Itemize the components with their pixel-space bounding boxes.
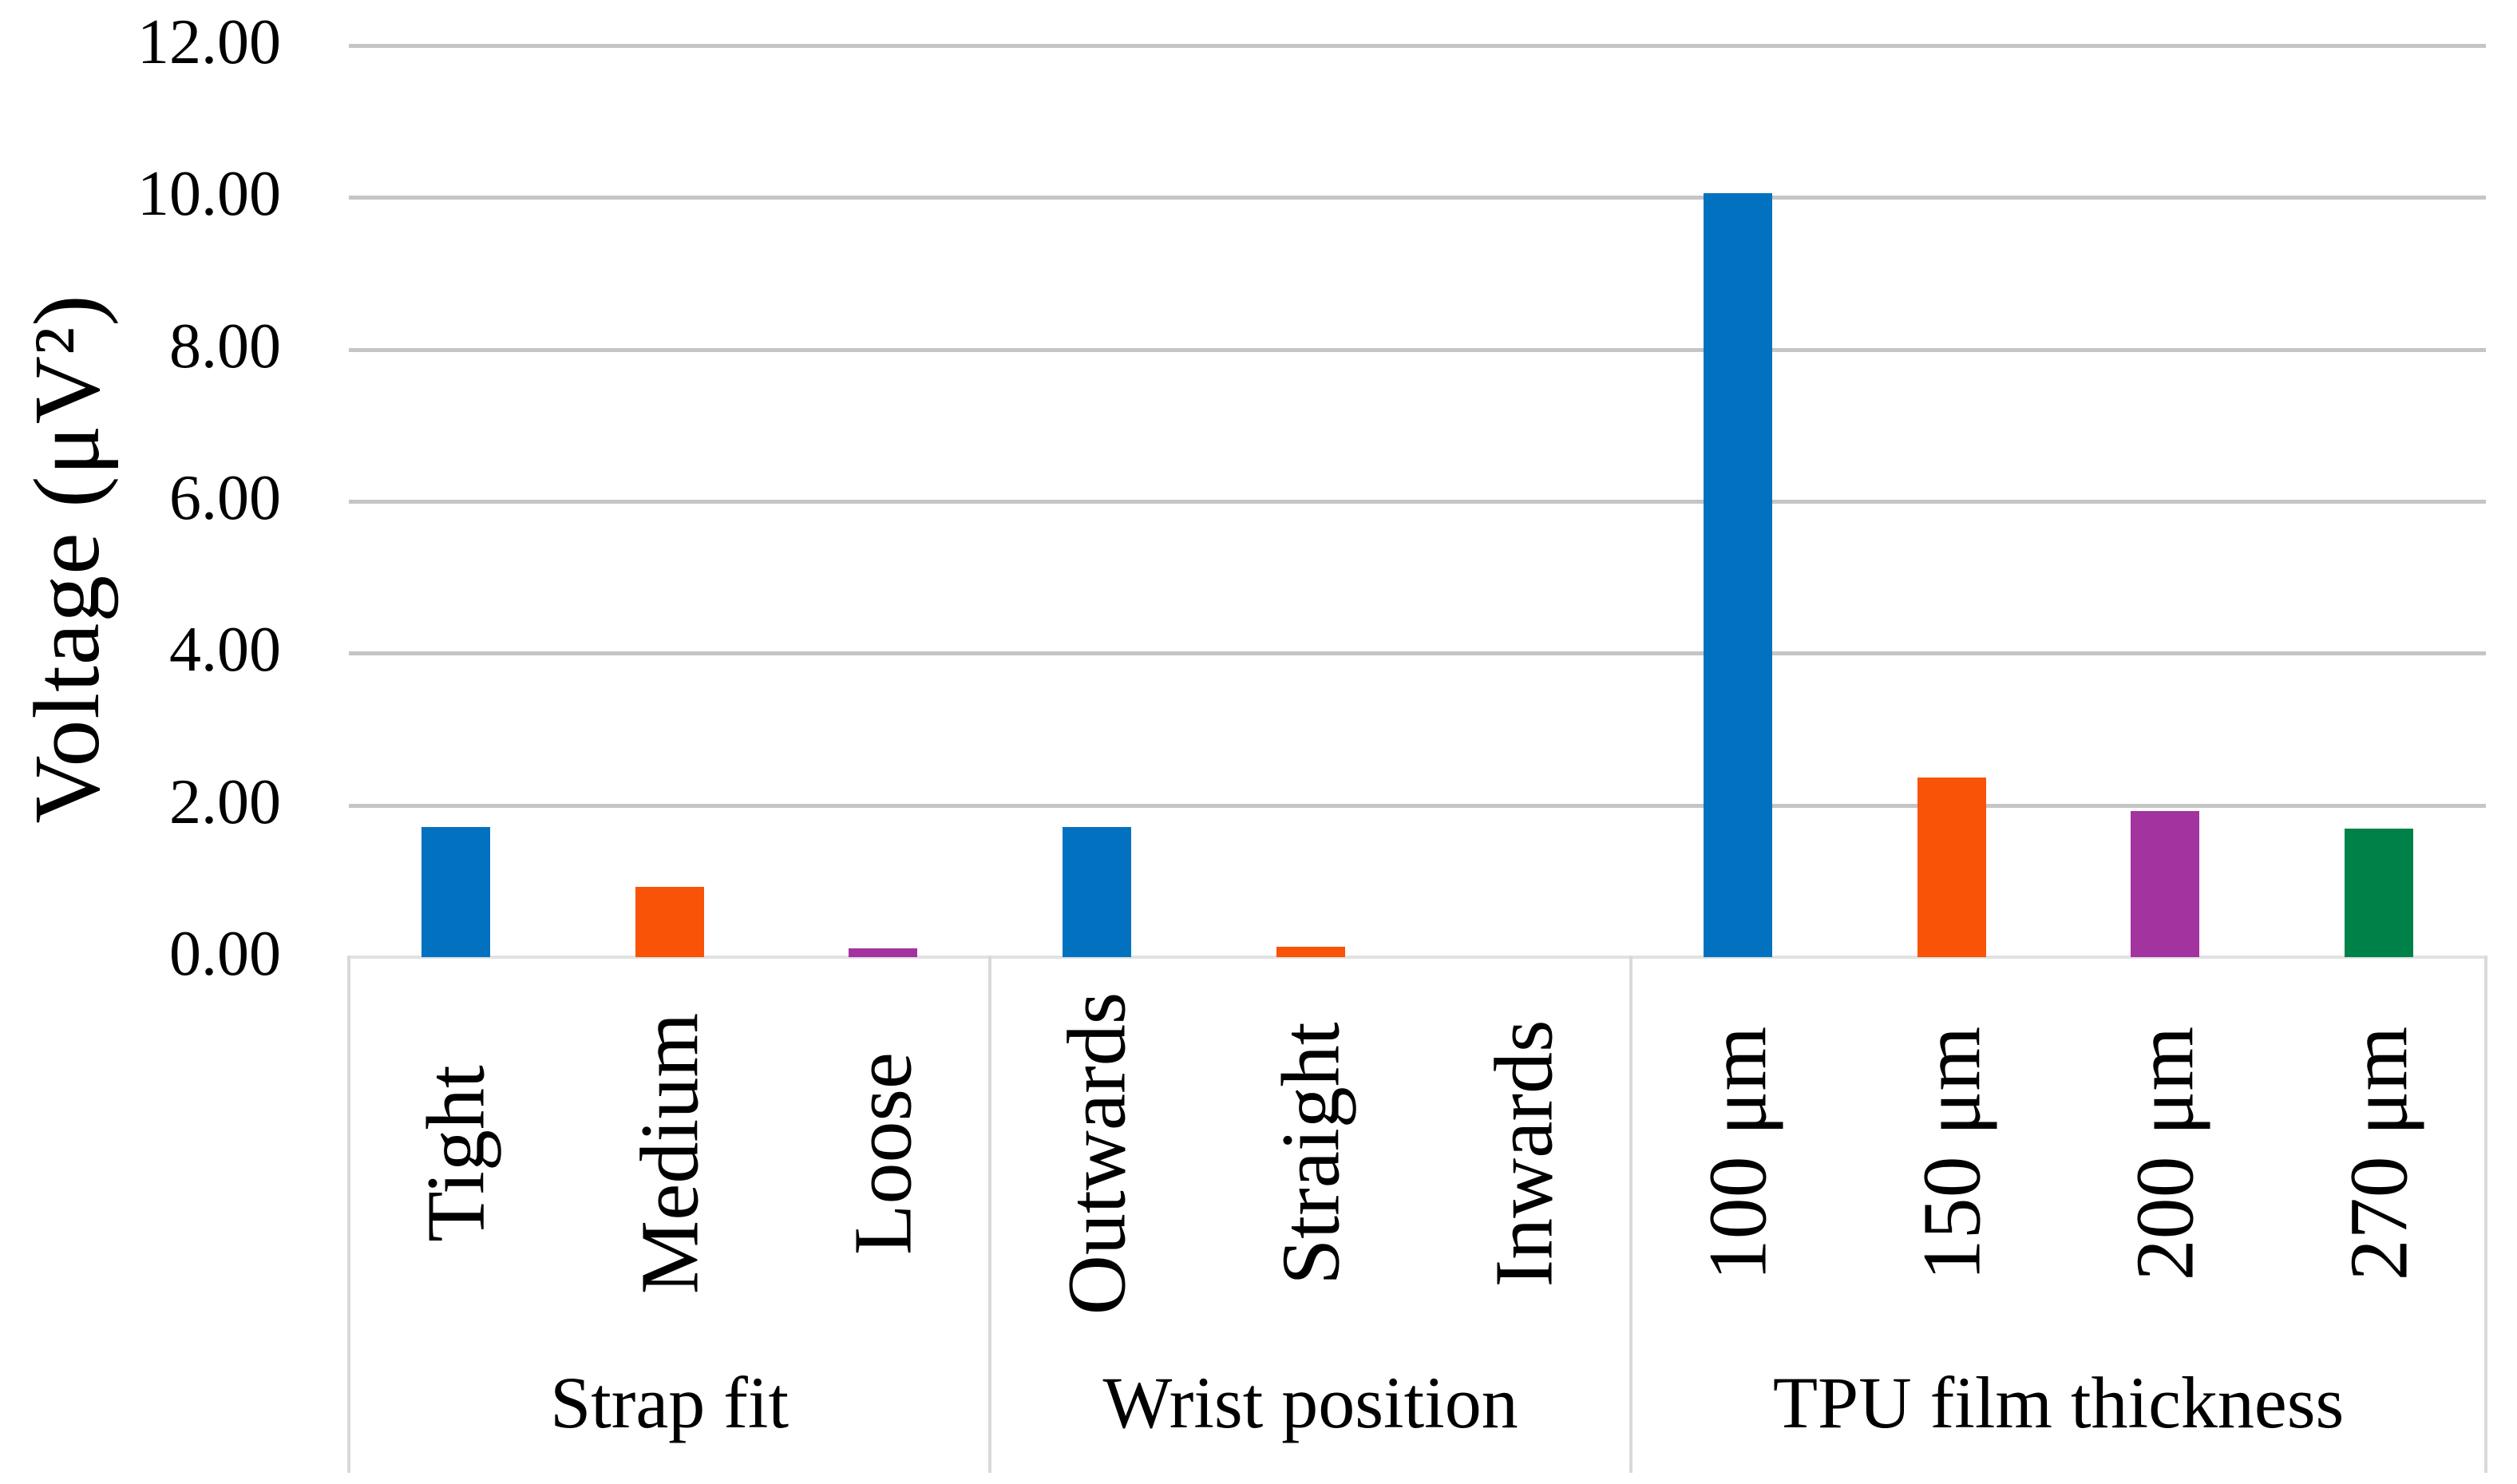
label-box-right-border — [2484, 956, 2487, 1473]
category-label-200-μm: 200 μm — [2119, 1026, 2211, 1281]
group-label-wrist-position: Wrist position — [1102, 1362, 1518, 1443]
category-label-loose: Loose — [837, 1051, 929, 1256]
category-label-tight: Tight — [410, 1065, 502, 1242]
x-axis-line — [349, 956, 2486, 959]
bar-medium — [635, 887, 704, 957]
category-label-straight: Straight — [1264, 1022, 1357, 1285]
gridline-10.00 — [349, 196, 2486, 200]
y-tick-label: 10.00 — [137, 159, 281, 230]
gridline-2.00 — [349, 803, 2486, 808]
gridline-6.00 — [349, 500, 2486, 504]
bar-tight — [421, 827, 490, 957]
category-label-150-μm: 150 μm — [1906, 1026, 1998, 1281]
y-tick-label: 6.00 — [169, 462, 281, 533]
y-tick-label: 12.00 — [137, 6, 281, 77]
gridline-8.00 — [349, 347, 2486, 352]
category-label-medium: Medium — [623, 1012, 716, 1295]
bar-200-μm — [2131, 811, 2200, 957]
group-separator — [988, 956, 992, 1473]
y-tick-label: 0.00 — [169, 918, 281, 989]
bar-outwards — [1062, 827, 1131, 957]
label-box-left-border — [347, 956, 350, 1473]
group-separator — [1629, 956, 1633, 1473]
bar-270-μm — [2345, 829, 2414, 957]
category-label-inwards: Inwards — [1478, 1019, 1570, 1288]
y-tick-label: 2.00 — [169, 766, 281, 837]
category-label-outwards: Outwards — [1051, 991, 1143, 1316]
y-tick-label: 4.00 — [169, 615, 281, 686]
bar-straight — [1276, 946, 1345, 957]
category-label-270-μm: 270 μm — [2333, 1026, 2425, 1281]
category-label-100-μm: 100 μm — [1692, 1026, 1784, 1281]
group-label-strap-fit: Strap fit — [550, 1362, 790, 1443]
gridline-12.00 — [349, 44, 2486, 48]
bar-150-μm — [1917, 778, 1986, 957]
bar-100-μm — [1704, 192, 1773, 957]
bar-loose — [849, 948, 918, 957]
gridline-4.00 — [349, 651, 2486, 656]
group-label-tpu-film-thickness: TPU film thickness — [1772, 1362, 2345, 1443]
y-tick-label: 8.00 — [169, 311, 281, 382]
